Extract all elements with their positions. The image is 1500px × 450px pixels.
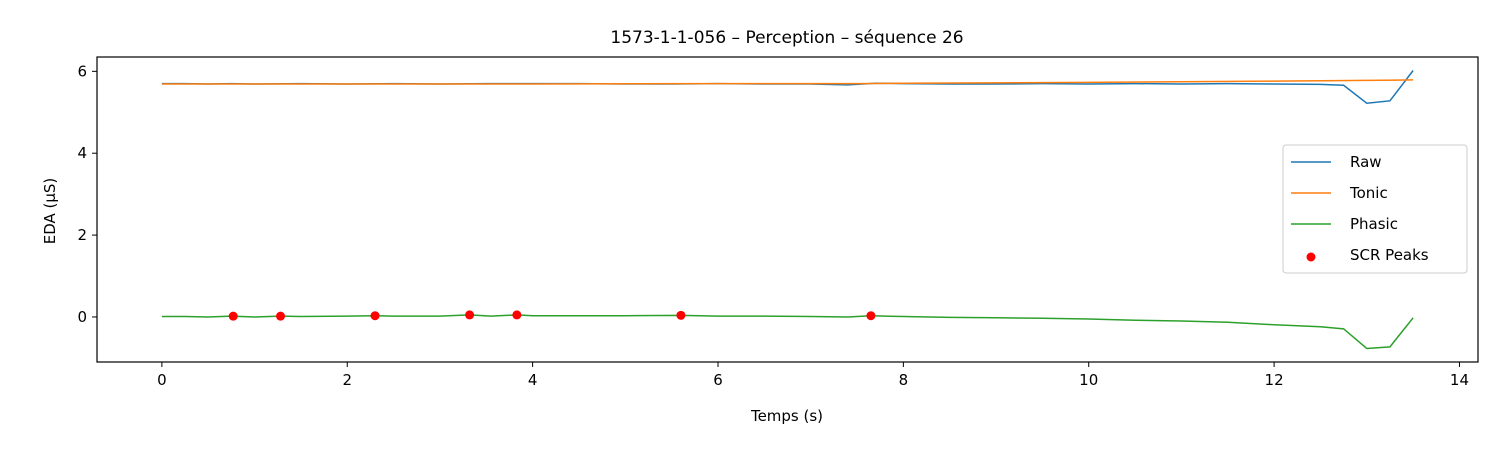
- x-tick-label: 10: [1079, 371, 1098, 389]
- x-tick-label: 0: [157, 371, 167, 389]
- y-tick-label: 2: [77, 226, 87, 244]
- x-tick-label: 6: [713, 371, 723, 389]
- legend-label-tonic: Tonic: [1349, 184, 1388, 202]
- scr-peaks-point: [866, 311, 876, 321]
- x-tick-label: 4: [528, 371, 538, 389]
- x-axis-ticks: 0 2 4 6 8 10 12 14: [157, 362, 1469, 389]
- scr-peaks-point: [370, 311, 380, 321]
- legend-box: [1282, 144, 1468, 274]
- chart-title: 1573-1-1-056 – Perception – séquence 26: [610, 28, 963, 48]
- x-axis-label: Temps (s): [750, 407, 823, 425]
- x-tick-label: 14: [1450, 371, 1469, 389]
- y-tick-label: 4: [77, 144, 87, 162]
- y-axis-ticks: 0 2 4 6: [77, 62, 97, 326]
- scr-peaks-point: [676, 310, 686, 320]
- plot-area: [96, 56, 1479, 363]
- legend-label-scr-peaks: SCR Peaks: [1350, 246, 1429, 264]
- legend-label-phasic: Phasic: [1350, 215, 1398, 233]
- legend: Raw Tonic Phasic SCR Peaks: [1282, 144, 1468, 274]
- x-tick-label: 12: [1265, 371, 1284, 389]
- phasic-line: [161, 314, 1414, 350]
- x-tick-label: 8: [899, 371, 909, 389]
- legend-swatch-scr-peaks: [1306, 252, 1316, 262]
- tonic-line: [161, 79, 1414, 85]
- legend-label-raw: Raw: [1350, 153, 1382, 171]
- y-tick-label: 0: [77, 308, 87, 326]
- x-tick-label: 2: [342, 371, 352, 389]
- scr-peaks-point: [276, 311, 286, 321]
- y-tick-label: 6: [77, 62, 87, 80]
- plot-frame: [96, 56, 1479, 363]
- y-axis-label: EDA (µS): [41, 178, 59, 245]
- raw-line: [161, 70, 1414, 105]
- scr-peaks-point: [512, 310, 522, 320]
- scr-peaks-point: [228, 311, 238, 321]
- scr-peaks-point: [465, 310, 475, 320]
